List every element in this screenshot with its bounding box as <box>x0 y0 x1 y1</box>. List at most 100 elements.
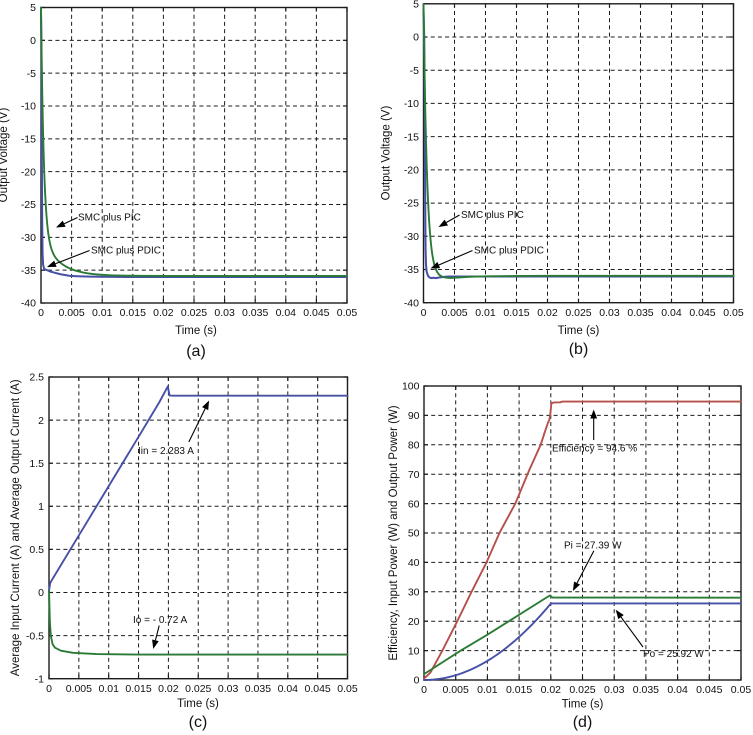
svg-text:0.035: 0.035 <box>245 683 271 695</box>
svg-text:0.015: 0.015 <box>506 684 532 696</box>
svg-text:-15: -15 <box>404 131 419 143</box>
svg-text:0: 0 <box>30 35 36 47</box>
svg-text:0: 0 <box>414 675 420 687</box>
svg-text:30: 30 <box>408 586 420 598</box>
svg-text:40: 40 <box>408 557 420 569</box>
svg-text:0.005: 0.005 <box>441 307 467 319</box>
svg-text:0.02: 0.02 <box>537 307 558 319</box>
svg-text:-15: -15 <box>21 134 36 146</box>
svg-text:Time (s): Time (s) <box>562 699 604 711</box>
svg-text:Pi = 27.39 W: Pi = 27.39 W <box>564 541 622 552</box>
svg-text:(a): (a) <box>186 343 206 360</box>
svg-text:SMC plus PDIC: SMC plus PDIC <box>91 246 161 257</box>
svg-text:0.02: 0.02 <box>158 683 179 695</box>
svg-text:0.045: 0.045 <box>689 307 715 319</box>
svg-text:0.035: 0.035 <box>242 307 268 319</box>
svg-text:0.025: 0.025 <box>569 684 595 696</box>
svg-text:Average Input Current (A) and: Average Input Current (A) and Average Ou… <box>10 379 22 676</box>
svg-text:(b): (b) <box>569 341 589 358</box>
svg-text:50: 50 <box>408 528 420 540</box>
svg-text:0.01: 0.01 <box>477 684 498 696</box>
svg-text:-30: -30 <box>21 232 36 244</box>
svg-text:0.04: 0.04 <box>661 307 682 319</box>
svg-text:-20: -20 <box>21 166 36 178</box>
svg-text:(c): (c) <box>189 714 208 731</box>
svg-text:Iin = 2.283 A: Iin = 2.283 A <box>138 446 194 457</box>
svg-text:0.005: 0.005 <box>443 684 469 696</box>
svg-text:2.5: 2.5 <box>29 372 44 384</box>
svg-text:-5: -5 <box>27 68 36 80</box>
svg-text:-10: -10 <box>404 98 419 110</box>
svg-text:0: 0 <box>413 32 419 44</box>
svg-text:0.035: 0.035 <box>633 684 659 696</box>
svg-text:0.02: 0.02 <box>541 684 562 696</box>
svg-text:Output Voltage (V): Output Voltage (V) <box>0 108 10 203</box>
svg-text:20: 20 <box>408 616 420 628</box>
svg-text:0.05: 0.05 <box>723 307 744 319</box>
svg-text:-20: -20 <box>404 165 419 177</box>
svg-text:100: 100 <box>402 381 420 393</box>
svg-text:70: 70 <box>408 469 420 481</box>
svg-text:-35: -35 <box>21 265 36 277</box>
svg-text:0.03: 0.03 <box>604 684 625 696</box>
svg-text:Output Voltage (V): Output Voltage (V) <box>381 106 393 201</box>
svg-text:0.05: 0.05 <box>337 307 358 319</box>
svg-text:80: 80 <box>408 439 420 451</box>
svg-text:-25: -25 <box>21 199 36 211</box>
svg-text:Efficiency, Input Power (W) an: Efficiency, Input Power (W) and Output P… <box>388 405 400 660</box>
svg-text:-10: -10 <box>21 101 36 113</box>
svg-text:0.025: 0.025 <box>181 307 207 319</box>
svg-text:1: 1 <box>38 501 44 513</box>
svg-text:0.015: 0.015 <box>503 307 529 319</box>
svg-text:-5: -5 <box>410 65 419 77</box>
svg-text:0.5: 0.5 <box>29 544 44 556</box>
svg-text:SMC plus PIC: SMC plus PIC <box>78 213 141 224</box>
svg-text:0.03: 0.03 <box>214 307 235 319</box>
svg-text:0.045: 0.045 <box>305 683 331 695</box>
svg-text:0.04: 0.04 <box>278 683 299 695</box>
svg-text:5: 5 <box>413 0 419 10</box>
svg-text:0.01: 0.01 <box>92 307 113 319</box>
svg-text:0: 0 <box>38 307 44 319</box>
svg-text:0: 0 <box>38 587 44 599</box>
svg-text:0.045: 0.045 <box>696 684 722 696</box>
svg-text:0.005: 0.005 <box>58 307 84 319</box>
svg-text:0: 0 <box>46 683 52 695</box>
svg-text:5: 5 <box>30 2 36 14</box>
svg-text:Time (s): Time (s) <box>558 325 600 337</box>
svg-text:0.015: 0.015 <box>125 683 151 695</box>
svg-text:-25: -25 <box>404 198 419 210</box>
svg-text:0: 0 <box>421 684 427 696</box>
svg-text:-40: -40 <box>404 297 419 309</box>
svg-text:60: 60 <box>408 498 420 510</box>
svg-text:0.04: 0.04 <box>667 684 688 696</box>
svg-text:Io = - 0.72 A: Io = - 0.72 A <box>133 615 188 626</box>
svg-text:0.025: 0.025 <box>185 683 211 695</box>
svg-text:Po = 25.92 W: Po = 25.92 W <box>643 649 704 660</box>
svg-text:-0.5: -0.5 <box>26 630 44 642</box>
svg-text:0.01: 0.01 <box>475 307 496 319</box>
svg-text:(d): (d) <box>573 714 593 731</box>
svg-text:0.04: 0.04 <box>276 307 297 319</box>
svg-text:0: 0 <box>421 307 427 319</box>
svg-text:-40: -40 <box>21 298 36 310</box>
svg-text:2: 2 <box>38 415 44 427</box>
svg-text:Efficiency = 94.6 %: Efficiency = 94.6 % <box>552 444 637 455</box>
svg-text:0.005: 0.005 <box>66 683 92 695</box>
svg-text:90: 90 <box>408 410 420 422</box>
svg-text:0.03: 0.03 <box>218 683 239 695</box>
svg-text:-30: -30 <box>404 231 419 243</box>
svg-text:10: 10 <box>408 645 420 657</box>
svg-text:0.025: 0.025 <box>565 307 591 319</box>
svg-text:0.03: 0.03 <box>599 307 620 319</box>
svg-text:0.015: 0.015 <box>120 307 146 319</box>
svg-text:SMC plus PIC: SMC plus PIC <box>461 210 524 221</box>
svg-text:1.5: 1.5 <box>29 458 44 470</box>
svg-text:SMC plus PDIC: SMC plus PDIC <box>474 246 544 257</box>
svg-text:0.035: 0.035 <box>627 307 653 319</box>
svg-text:-1: -1 <box>35 673 44 685</box>
svg-text:Time (s): Time (s) <box>177 698 219 710</box>
svg-text:0.045: 0.045 <box>303 307 329 319</box>
svg-text:0.05: 0.05 <box>731 684 752 696</box>
svg-text:0.05: 0.05 <box>337 683 358 695</box>
